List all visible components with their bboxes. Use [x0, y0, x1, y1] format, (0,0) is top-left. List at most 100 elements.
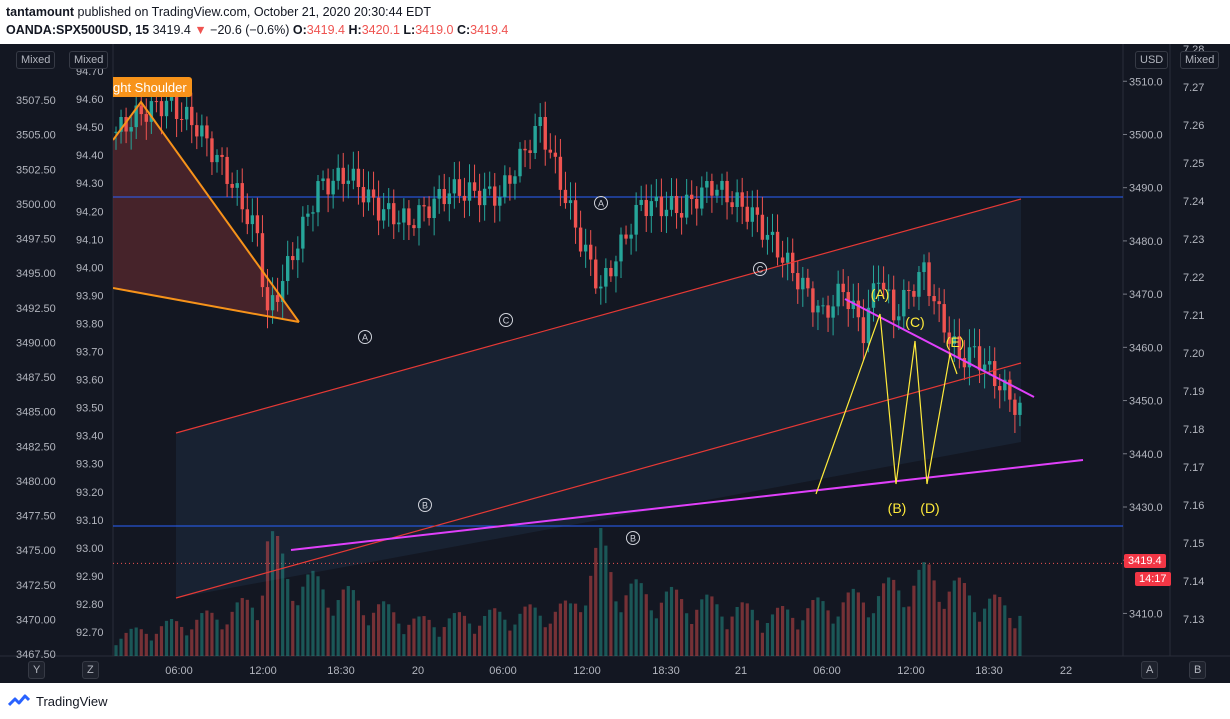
high-value: 3420.1	[361, 23, 400, 37]
currency-label[interactable]: USD	[1135, 51, 1169, 69]
left-inner-tick-label: 94.10	[76, 234, 104, 246]
candle-body	[119, 117, 123, 132]
volume-bar	[786, 609, 790, 656]
candle-body	[538, 117, 542, 127]
candle-body	[801, 277, 805, 290]
candle-body	[402, 208, 406, 223]
volume-bar	[503, 619, 507, 656]
candle-body	[791, 252, 795, 274]
tradingview-logo-text: TradingView	[36, 693, 108, 709]
volume-bar	[1003, 605, 1007, 656]
symbol-name[interactable]: OANDA:SPX500USD, 15	[6, 23, 150, 37]
volume-bar	[149, 640, 153, 656]
volume-bar	[972, 612, 977, 656]
volume-bar	[250, 607, 254, 656]
volume-bar	[740, 602, 744, 656]
time-tick-label: 12:00	[897, 665, 925, 677]
candle-body	[316, 181, 320, 213]
volume-bar	[220, 629, 224, 656]
candle-body	[583, 244, 588, 252]
volume-bar	[346, 586, 350, 656]
candle-body	[250, 215, 255, 225]
candle-body	[892, 289, 896, 321]
volume-bar	[604, 545, 608, 656]
left-outer-tick-label: 3500.00	[16, 199, 56, 211]
candle-body	[876, 282, 881, 284]
candle-body	[275, 295, 280, 302]
right-outer-tick-label: 7.23	[1183, 234, 1204, 246]
y-scale-button[interactable]: Y	[28, 661, 46, 679]
candle-body	[185, 106, 189, 120]
left-outer-tick-label: 3477.50	[16, 511, 56, 523]
left-inner-tick-label: 94.20	[76, 206, 104, 218]
channel-fill	[176, 199, 1021, 598]
volume-bar	[836, 616, 840, 656]
candle-body	[210, 138, 214, 163]
candle-body	[190, 106, 194, 126]
price-chart[interactable]: 3410.03420.03430.03440.03450.03460.03470…	[0, 44, 1230, 683]
shoulder-fill	[113, 102, 299, 322]
left-outer-scale-mode[interactable]: Mixed	[16, 51, 56, 69]
volume-bar	[472, 633, 477, 656]
volume-bar	[634, 579, 638, 656]
candle-body	[301, 216, 305, 249]
candle-body	[841, 283, 845, 293]
z-scale-button[interactable]: Z	[82, 661, 99, 679]
low-label: L:	[403, 23, 416, 37]
volume-bar	[407, 624, 411, 656]
time-tick-label: 12:00	[573, 665, 601, 677]
volume-bar	[750, 609, 754, 656]
left-outer-tick-label: 3480.00	[16, 476, 56, 488]
right-outer-tick-label: 7.20	[1183, 348, 1204, 360]
candle-body	[866, 307, 871, 344]
channel-upper-line	[175, 198, 1022, 434]
volume-bar	[260, 595, 265, 656]
candle-body	[659, 196, 664, 217]
volume-bar	[442, 627, 446, 656]
volume-bar	[301, 586, 305, 656]
time-tick-label: 22	[1060, 665, 1072, 677]
candle-body	[447, 193, 451, 205]
volume-bar	[851, 588, 855, 656]
volume-bar	[796, 629, 800, 656]
candle-body	[508, 175, 512, 184]
volume-bar	[674, 589, 679, 656]
volume-bar	[614, 601, 618, 656]
volume-bar	[341, 589, 345, 656]
left-outer-tick-label: 3470.00	[16, 614, 56, 626]
tradingview-logo[interactable]: TradingView	[8, 693, 108, 709]
candle-body	[957, 336, 962, 358]
left-inner-tick-label: 93.90	[76, 290, 104, 302]
candle-body	[690, 194, 694, 200]
candle-body	[179, 118, 184, 120]
candle-body	[861, 317, 866, 344]
candle-body	[376, 197, 381, 221]
volume-bar	[957, 577, 961, 656]
volume-bar	[770, 614, 775, 656]
candle-body	[573, 200, 578, 228]
volume-bar	[366, 625, 371, 656]
volume-bar	[871, 613, 876, 656]
volume-bar	[861, 602, 865, 656]
candle-body	[932, 296, 936, 302]
price-tick-label: 3470.0	[1129, 289, 1163, 301]
auto-scale-button[interactable]: A	[1141, 661, 1159, 679]
candle-body	[629, 234, 633, 239]
author-name[interactable]: tantamount	[6, 5, 75, 19]
right-outer-scale-mode[interactable]: Mixed	[1180, 51, 1220, 69]
left-inner-scale-mode[interactable]: Mixed	[69, 51, 109, 69]
volume-bar	[387, 604, 391, 656]
volume-bar	[225, 624, 229, 656]
left-outer-tick-label: 3490.00	[16, 337, 56, 349]
b-scale-button[interactable]: B	[1189, 661, 1207, 679]
candle-body	[149, 101, 154, 122]
candle-body	[296, 248, 300, 261]
volume-bar	[255, 620, 259, 656]
candle-body	[361, 187, 366, 203]
volume-bar	[457, 612, 461, 656]
symbol-info: OANDA:SPX500USD, 15 3419.4 ▼ −20.6 (−0.6…	[6, 23, 508, 37]
volume-bar	[579, 612, 583, 656]
candle-body	[346, 180, 350, 184]
wave-marker-circle	[418, 498, 432, 512]
candle-body	[311, 212, 315, 214]
